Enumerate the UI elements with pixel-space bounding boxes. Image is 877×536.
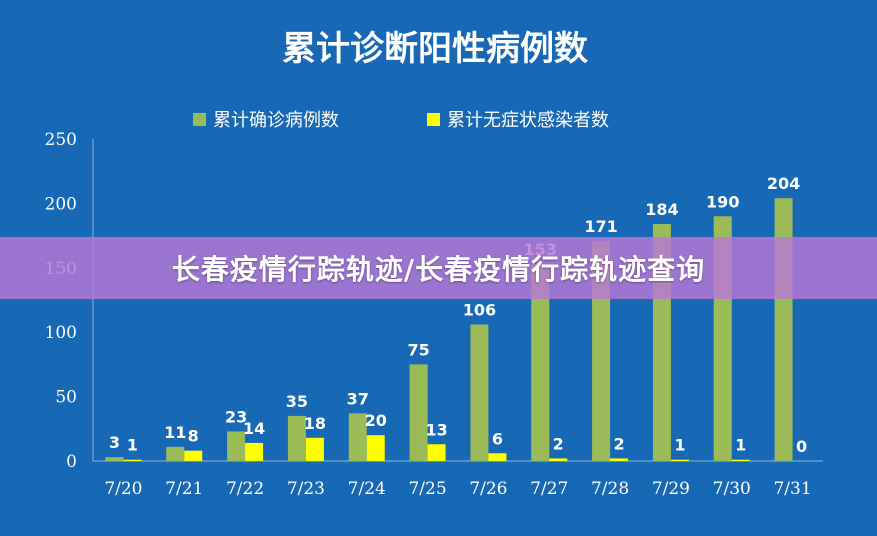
data-label-asymptomatic: 8: [188, 427, 199, 446]
data-label-asymptomatic: 1: [674, 436, 685, 455]
bar-confirmed: [227, 431, 246, 461]
data-label-confirmed: 3: [109, 433, 120, 452]
x-tick-label: 7/29: [652, 479, 690, 499]
data-label-asymptomatic: 6: [492, 429, 503, 448]
banner-text: 长春疫情行踪轨迹/长春疫情行踪轨迹查询: [171, 253, 706, 286]
x-tick-label: 7/31: [773, 479, 811, 499]
data-label-asymptomatic: 13: [425, 420, 447, 439]
bar-asymptomatic: [610, 458, 629, 461]
legend-label-confirmed: 累计确诊病例数: [213, 110, 339, 131]
data-label-confirmed: 23: [225, 407, 247, 426]
bar-confirmed: [409, 364, 428, 461]
data-label-confirmed: 75: [407, 340, 429, 359]
bar-asymptomatic: [366, 435, 385, 461]
bar-confirmed: [105, 457, 124, 461]
bar-asymptomatic: [427, 444, 446, 461]
bar-asymptomatic: [123, 459, 142, 461]
data-label-asymptomatic: 18: [304, 414, 326, 433]
y-axis-ticks: 050100150200250: [45, 130, 77, 472]
x-tick-label: 7/20: [104, 479, 142, 499]
bar-asymptomatic: [245, 442, 264, 461]
legend-swatch-confirmed: [193, 113, 206, 126]
y-tick-label: 100: [45, 323, 77, 343]
legend: 累计确诊病例数 累计无症状感染者数: [193, 110, 609, 131]
x-tick-label: 7/27: [530, 479, 568, 499]
data-label-confirmed: 184: [645, 200, 678, 219]
data-label-asymptomatic: 1: [127, 436, 138, 455]
y-tick-label: 50: [55, 388, 77, 408]
data-label-confirmed: 106: [463, 300, 496, 319]
data-label-confirmed: 35: [286, 392, 308, 411]
x-axis-ticks: 7/20 7/21 7/22 7/23 7/24 7/25 7/26 7/27 7/28 7/29…: [104, 479, 811, 499]
x-tick-label: 7/26: [469, 479, 507, 499]
bar-confirmed: [348, 413, 367, 461]
data-label-asymptomatic: 20: [365, 411, 387, 430]
data-label-confirmed: 37: [347, 389, 369, 408]
legend-swatch-asymptomatic: [427, 113, 440, 126]
data-label-confirmed: 190: [706, 192, 739, 211]
bar-asymptomatic: [731, 459, 750, 461]
bar-asymptomatic: [305, 437, 324, 461]
bar-asymptomatic: [184, 450, 203, 461]
bar-confirmed: [287, 415, 306, 461]
bars: 3111823143518372075131066153217121841190…: [105, 174, 807, 462]
bar-confirmed: [166, 446, 185, 461]
x-tick-label: 7/22: [226, 479, 264, 499]
data-label-asymptomatic: 2: [553, 434, 564, 453]
y-tick-label: 250: [45, 130, 77, 150]
data-label-asymptomatic: 1: [735, 436, 746, 455]
x-tick-label: 7/30: [713, 479, 751, 499]
x-tick-label: 7/28: [591, 479, 629, 499]
data-label-confirmed: 171: [584, 217, 617, 236]
bar-asymptomatic: [670, 459, 689, 461]
data-label-asymptomatic: 2: [614, 434, 625, 453]
x-tick-label: 7/24: [348, 479, 386, 499]
bar-confirmed: [470, 324, 489, 461]
data-label-confirmed: 204: [767, 174, 800, 193]
bar-asymptomatic: [549, 458, 568, 461]
data-label-asymptomatic: 14: [243, 419, 265, 438]
y-tick-label: 200: [45, 194, 77, 214]
title-banner: 长春疫情行踪轨迹/长春疫情行踪轨迹查询: [0, 237, 877, 299]
data-label-confirmed: 11: [164, 423, 186, 442]
x-tick-label: 7/25: [408, 479, 446, 499]
data-label-asymptomatic: 0: [796, 437, 807, 456]
legend-label-asymptomatic: 累计无症状感染者数: [447, 110, 609, 131]
x-tick-label: 7/23: [287, 479, 325, 499]
chart-title: 累计诊断阳性病例数: [282, 29, 588, 69]
bar-confirmed: [531, 263, 550, 461]
x-tick-label: 7/21: [165, 479, 203, 499]
bar-asymptomatic: [488, 453, 507, 461]
y-tick-label: 0: [66, 452, 77, 472]
